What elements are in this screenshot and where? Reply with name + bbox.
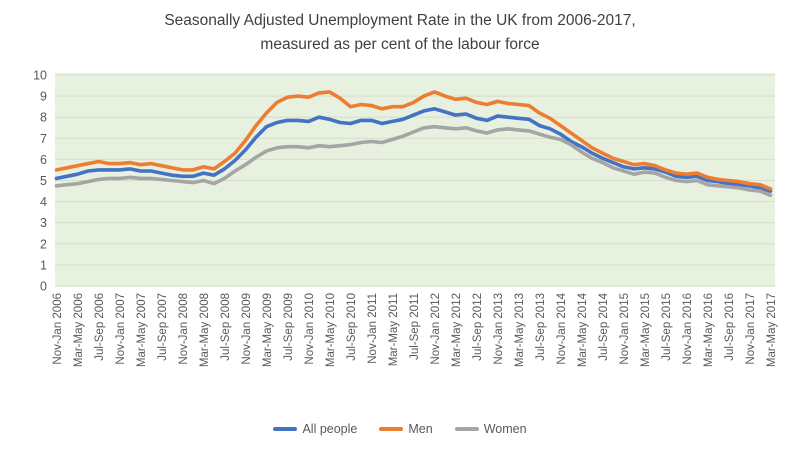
x-tick-label-2: Jul-Sep 2006 — [94, 293, 106, 361]
x-tick-label-18: Nov-Jan 2012 — [430, 293, 442, 365]
x-tick-label-32: Jul-Sep 2016 — [724, 293, 736, 361]
legend-item-women: Women — [454, 422, 527, 436]
x-tick-label-33: Nov-Jan 2017 — [745, 293, 757, 365]
series-line-all-people — [54, 107, 773, 193]
y-tick-label-4: 4 — [40, 195, 47, 209]
x-tick-label-3: Nov-Jan 2007 — [115, 293, 127, 365]
x-tick-label-5: Jul-Sep 2007 — [157, 293, 169, 361]
x-tick-label-30: Nov-Jan 2016 — [682, 293, 694, 365]
x-tick-label-13: Mar-May 2010 — [325, 293, 337, 367]
x-tick-label-31: Mar-May 2016 — [703, 293, 715, 367]
y-tick-label-8: 8 — [40, 111, 47, 125]
x-tick-label-16: Mar-May 2011 — [388, 293, 400, 366]
x-tick-label-12: Nov-Jan 2010 — [304, 293, 316, 365]
y-tick-label-6: 6 — [40, 153, 47, 167]
y-tick-label-5: 5 — [40, 174, 47, 188]
legend-item-all-people: All people — [273, 422, 357, 436]
series-line-women — [54, 124, 773, 198]
legend: All people Men Women — [0, 422, 800, 436]
x-tick-label-27: Nov-Jan 2015 — [619, 293, 631, 365]
legend-label-women: Women — [483, 422, 527, 436]
x-tick-label-6: Nov-Jan 2008 — [178, 293, 190, 365]
series-line-men — [54, 90, 773, 191]
legend-label-men: Men — [408, 422, 433, 436]
x-tick-label-24: Nov-Jan 2014 — [556, 292, 568, 364]
y-tick-label-3: 3 — [40, 216, 47, 230]
x-tick-label-34: Mar-May 2017 — [766, 293, 778, 367]
x-tick-label-9: Nov-Jan 2009 — [241, 293, 253, 365]
x-tick-label-21: Nov-Jan 2013 — [493, 293, 505, 365]
x-tick-label-10: Mar-May 2009 — [262, 293, 274, 367]
y-tick-label-7: 7 — [40, 132, 47, 146]
legend-swatch-all-people — [273, 427, 298, 431]
y-tick-label-2: 2 — [40, 237, 47, 251]
x-tick-label-14: Jul-Sep 2010 — [346, 293, 358, 361]
x-tick-label-20: Jul-Sep 2012 — [472, 293, 484, 361]
y-tick-label-0: 0 — [40, 280, 47, 294]
x-tick-label-0: Nov-Jan 2006 — [52, 293, 64, 365]
chart-title: Seasonally Adjusted Unemployment Rate in… — [0, 9, 800, 57]
legend-swatch-women — [454, 427, 479, 431]
x-tick-label-22: Mar-May 2013 — [514, 293, 526, 367]
x-tick-label-19: Mar-May 2012 — [451, 293, 463, 367]
x-tick-label-28: Mar-May 2015 — [640, 293, 652, 367]
legend-swatch-men — [379, 427, 404, 431]
legend-label-all-people: All people — [302, 422, 358, 436]
chart-title-line2: measured as per cent of the labour force — [260, 36, 540, 53]
x-tick-label-4: Mar-May 2007 — [136, 293, 148, 367]
x-tick-label-26: Jul-Sep 2014 — [598, 292, 610, 360]
x-tick-label-23: Jul-Sep 2013 — [535, 293, 547, 361]
x-tick-label-7: Mar-May 2008 — [199, 293, 211, 367]
chart-title-line1: Seasonally Adjusted Unemployment Rate in… — [164, 12, 636, 29]
x-tick-label-25: Mar-May 2014 — [577, 292, 589, 367]
x-tick-label-15: Nov-Jan 2011 — [367, 293, 379, 364]
x-tick-label-11: Jul-Sep 2009 — [283, 293, 295, 361]
y-tick-label-10: 10 — [33, 69, 47, 83]
y-tick-label-9: 9 — [40, 90, 47, 104]
x-tick-label-8: Jul-Sep 2008 — [220, 293, 232, 361]
x-tick-label-17: Jul-Sep 2011 — [409, 293, 421, 360]
legend-item-men: Men — [379, 422, 433, 436]
x-tick-label-29: Jul-Sep 2015 — [661, 293, 673, 361]
x-tick-label-1: Mar-May 2006 — [73, 293, 85, 367]
y-tick-label-1: 1 — [40, 258, 47, 272]
